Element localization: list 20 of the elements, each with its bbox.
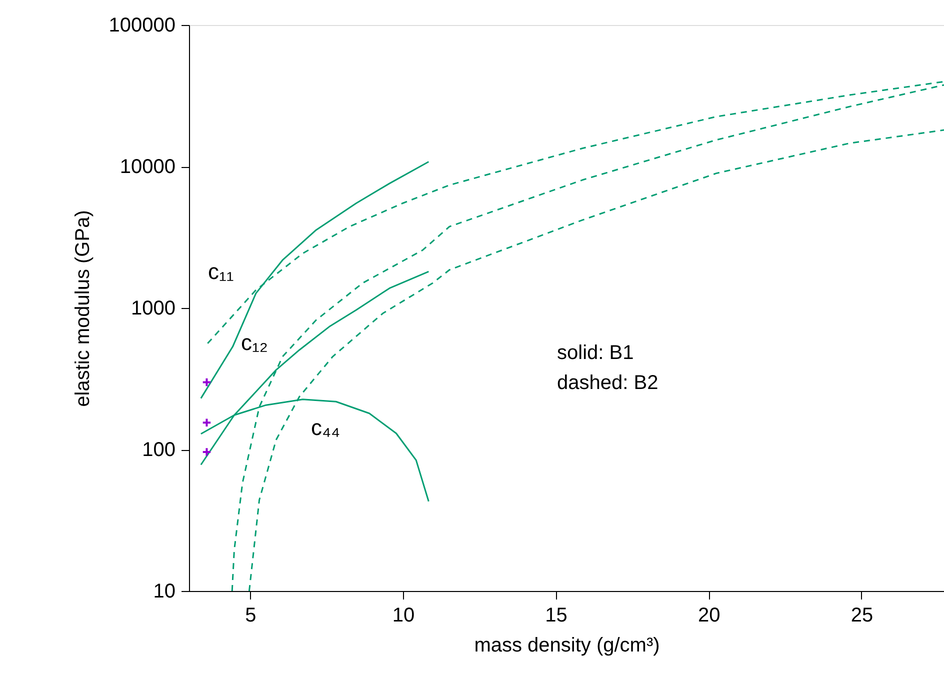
annotation: c₄₄ xyxy=(311,415,340,440)
annotation: solid: B1 xyxy=(557,342,634,364)
y-tick-label: 10000 xyxy=(120,156,176,178)
annotation: c₁₁ xyxy=(208,259,234,284)
x-tick-label: 25 xyxy=(850,604,874,626)
y-tick-label: 10 xyxy=(153,580,176,602)
annotation: c₁₂ xyxy=(241,330,268,355)
x-axis-title: mass density (g/cm³) xyxy=(474,634,660,656)
point xyxy=(202,377,212,388)
annotation: dashed: B2 xyxy=(557,372,658,394)
point xyxy=(202,418,212,428)
x-tick-label: 20 xyxy=(698,604,720,626)
y-tick-label: 100000 xyxy=(108,14,176,36)
y-tick-label: 1000 xyxy=(131,298,176,320)
x-tick-label: 5 xyxy=(245,604,256,626)
x-tick-label: 10 xyxy=(392,604,415,626)
y-axis-title: elastic modulus (GPa) xyxy=(72,210,94,407)
y-tick-label: 100 xyxy=(142,439,176,461)
point xyxy=(202,447,212,457)
x-tick-label: 15 xyxy=(545,604,568,626)
